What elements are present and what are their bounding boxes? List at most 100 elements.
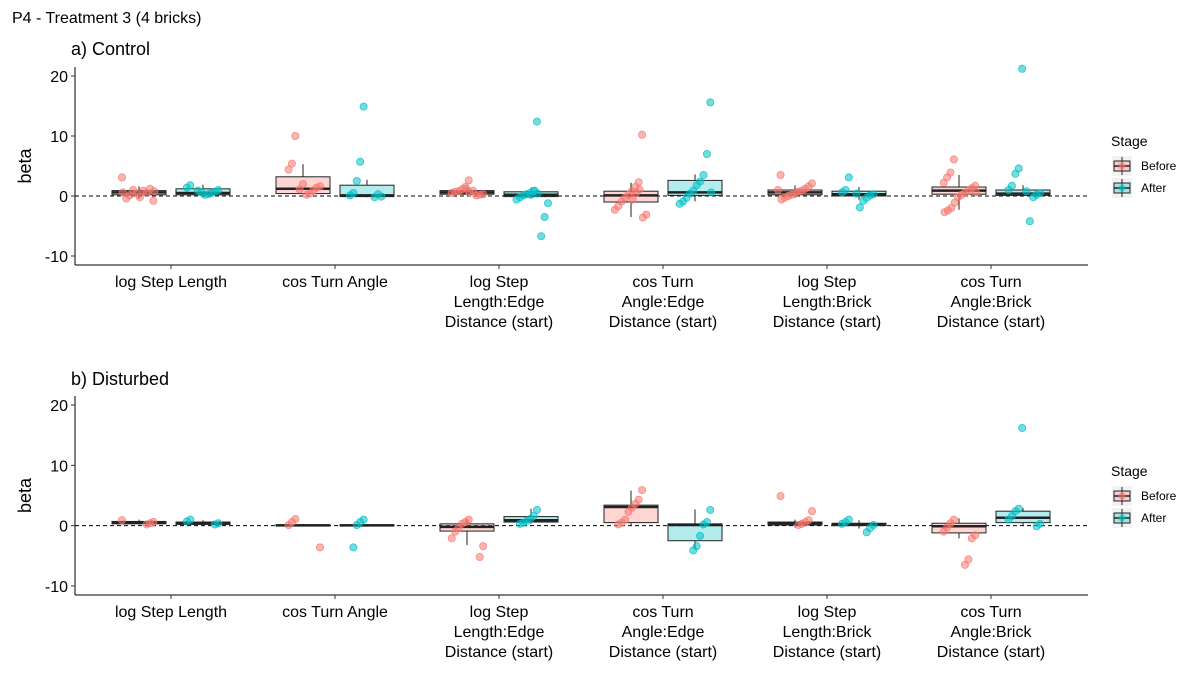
legends: Stage Before After Stage Before After	[1111, 133, 1177, 528]
legend-key-point	[1118, 514, 1126, 522]
data-point	[352, 176, 361, 185]
x-tick-label: log Step Length	[115, 274, 227, 291]
data-point	[451, 527, 460, 536]
data-point	[540, 212, 549, 221]
data-point	[632, 188, 641, 197]
y-axis-label: beta	[15, 477, 35, 513]
legend-item-after: After	[1141, 511, 1166, 525]
data-point	[370, 193, 379, 202]
data-point	[462, 184, 471, 193]
data-point	[1025, 217, 1034, 226]
data-point	[1004, 185, 1013, 194]
data-point	[182, 183, 191, 192]
data-point	[295, 185, 304, 194]
y-axis-label: beta	[15, 148, 35, 184]
data-point	[960, 560, 969, 569]
data-point	[447, 534, 456, 543]
data-point	[118, 516, 127, 525]
legend-item-before: Before	[1141, 159, 1177, 173]
panel-title: a) Control	[71, 39, 150, 59]
data-point	[193, 186, 202, 195]
data-point	[852, 189, 861, 198]
data-point	[808, 507, 817, 516]
data-point	[118, 188, 127, 197]
box-before	[931, 522, 987, 534]
data-point	[776, 170, 785, 179]
data-point	[302, 190, 311, 199]
data-point	[1004, 515, 1013, 524]
legend-disturbed: Stage Before After	[1111, 463, 1177, 528]
data-point	[1011, 169, 1020, 178]
data-point	[475, 553, 484, 562]
data-point	[696, 531, 705, 540]
data-point	[967, 534, 976, 543]
x-tick-label: log Step Length:Edge Distance (start)	[445, 604, 553, 661]
data-point	[777, 195, 786, 204]
y-tick-label: 10	[50, 129, 68, 146]
data-point	[699, 170, 708, 179]
data-point	[689, 546, 698, 555]
y-tick-label: -10	[45, 249, 68, 266]
data-point	[706, 505, 715, 514]
x-tick-label: cos Turn Angle	[282, 274, 388, 291]
y-tick-label: 0	[59, 189, 68, 206]
data-point	[776, 492, 785, 501]
data-point	[447, 188, 456, 197]
box-after	[667, 523, 723, 542]
data-point	[706, 98, 715, 107]
y-tick-label: 20	[50, 398, 68, 415]
data-point	[1018, 423, 1027, 432]
x-tick-label: log Step Length:Edge Distance (start)	[445, 274, 553, 331]
data-point	[532, 117, 541, 126]
data-point	[638, 213, 647, 222]
data-point	[774, 185, 783, 194]
data-point	[844, 173, 853, 182]
data-point	[118, 173, 127, 182]
legend-key-point	[1118, 162, 1126, 170]
data-point	[940, 208, 949, 217]
x-tick-label: cos Turn Angle:Brick Distance (start)	[937, 604, 1045, 661]
figure-suptitle: P4 - Treatment 3 (4 bricks)	[12, 10, 201, 27]
y-tick-label: 0	[59, 519, 68, 536]
data-point	[356, 157, 365, 166]
data-point	[699, 520, 708, 529]
data-point	[139, 186, 148, 195]
data-point	[939, 527, 948, 536]
data-point	[702, 149, 711, 158]
data-point	[610, 205, 619, 214]
y-tick-label: 10	[50, 458, 68, 475]
data-point	[512, 195, 521, 204]
x-tick-label: cos Turn Angle	[282, 604, 388, 621]
data-point	[544, 199, 553, 208]
data-point	[1022, 187, 1031, 196]
data-point	[142, 520, 151, 529]
data-point	[182, 517, 191, 526]
panel-disturbed: b) Disturbed beta -10 0 10 20 log Step Length c…	[15, 369, 1088, 661]
legend-title: Stage	[1111, 133, 1148, 149]
panels: a) Control beta -10 0 10 20 log Step Length cos…	[15, 39, 1088, 661]
data-point	[939, 178, 948, 187]
legend-item-after: After	[1141, 181, 1166, 195]
data-point	[614, 520, 623, 529]
data-point	[352, 521, 361, 530]
data-point	[284, 165, 293, 174]
data-point	[284, 521, 293, 530]
data-point	[315, 543, 324, 552]
data-point	[537, 232, 546, 241]
data-point	[287, 159, 296, 168]
data-point	[359, 102, 368, 111]
data-point	[794, 521, 803, 530]
data-point	[479, 542, 488, 551]
data-point	[515, 519, 524, 528]
data-point	[210, 520, 219, 529]
panel-control: a) Control beta -10 0 10 20 log Step Length cos…	[15, 39, 1088, 331]
data-point	[638, 486, 647, 495]
x-tick-label: log Step Length:Brick Distance (start)	[773, 604, 881, 661]
data-point	[149, 196, 158, 205]
data-point	[291, 131, 300, 140]
data-point	[624, 507, 633, 516]
data-point	[464, 176, 473, 185]
y-tick-label: 20	[50, 69, 68, 86]
data-point	[838, 188, 847, 197]
x-tick-label: cos Turn Angle:Edge Distance (start)	[609, 274, 717, 331]
